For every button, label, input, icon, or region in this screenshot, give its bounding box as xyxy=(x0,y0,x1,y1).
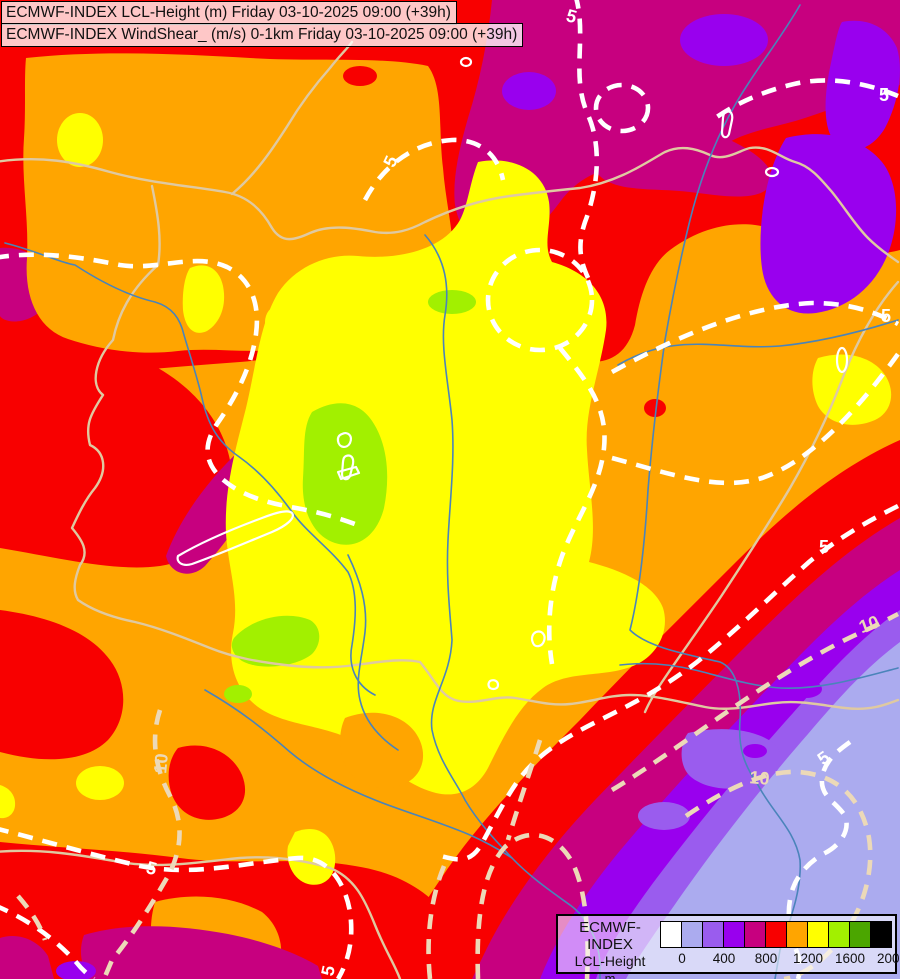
contour-value-label: 5 xyxy=(144,857,159,879)
rivers xyxy=(4,4,899,979)
windshear-contours-10 xyxy=(16,611,900,979)
legend-color-cells xyxy=(660,921,892,948)
legend-tick: 400 xyxy=(712,951,736,966)
legend-cell xyxy=(850,922,871,947)
legend-cell xyxy=(724,922,745,947)
legend-units: m xyxy=(604,971,616,979)
legend-cell xyxy=(745,922,766,947)
title-box-windshear: ECMWF-INDEX WindShear_ (m/s) 0-1km Frida… xyxy=(1,23,524,47)
legend-title-line2: LCL-Height xyxy=(574,953,646,969)
legend-cell xyxy=(682,922,703,947)
legend-tick: 0 xyxy=(678,951,686,966)
legend-tick: 2000 xyxy=(876,951,900,966)
legend-cell xyxy=(829,922,850,947)
title-box-lcl: ECMWF-INDEX LCL-Height (m) Friday 03-10-… xyxy=(1,1,457,25)
contour-value-label: 5 xyxy=(317,964,339,978)
lakes xyxy=(176,56,849,691)
legend-tick: 1200 xyxy=(792,951,824,966)
legend-cell xyxy=(787,922,808,947)
contour-value-label: 5 xyxy=(564,5,579,27)
legend-cell xyxy=(808,922,829,947)
legend-cell xyxy=(703,922,724,947)
legend-title: ECMWF-INDEX LCL-Height m xyxy=(558,919,662,979)
contour-value-label: 5 xyxy=(881,306,891,326)
legend-cell xyxy=(661,922,682,947)
legend-title-line1: ECMWF-INDEX xyxy=(579,919,641,953)
legend-tick: 800 xyxy=(754,951,778,966)
legend-cell xyxy=(766,922,787,947)
legend-color-scale: 0 400 800 1200 1600 2000 xyxy=(660,921,900,969)
contour-value-label: 10 xyxy=(749,767,771,789)
contour-value-label: 5 xyxy=(879,85,889,105)
legend-tick-labels: 0 400 800 1200 1600 2000 xyxy=(660,949,900,967)
title-windshear-text: ECMWF-INDEX WindShear_ (m/s) 0-1km Frida… xyxy=(6,26,518,43)
contour-value-label: 10 xyxy=(150,753,172,775)
contour-value-label: 5 xyxy=(819,537,829,557)
country-borders xyxy=(0,40,900,979)
legend-cell xyxy=(871,922,891,947)
title-lcl-text: ECMWF-INDEX LCL-Height (m) Friday 03-10-… xyxy=(6,4,451,21)
legend-box: ECMWF-INDEX LCL-Height m 0 400 800 1200 1600… xyxy=(556,914,900,979)
legend-tick: 1600 xyxy=(834,951,866,966)
